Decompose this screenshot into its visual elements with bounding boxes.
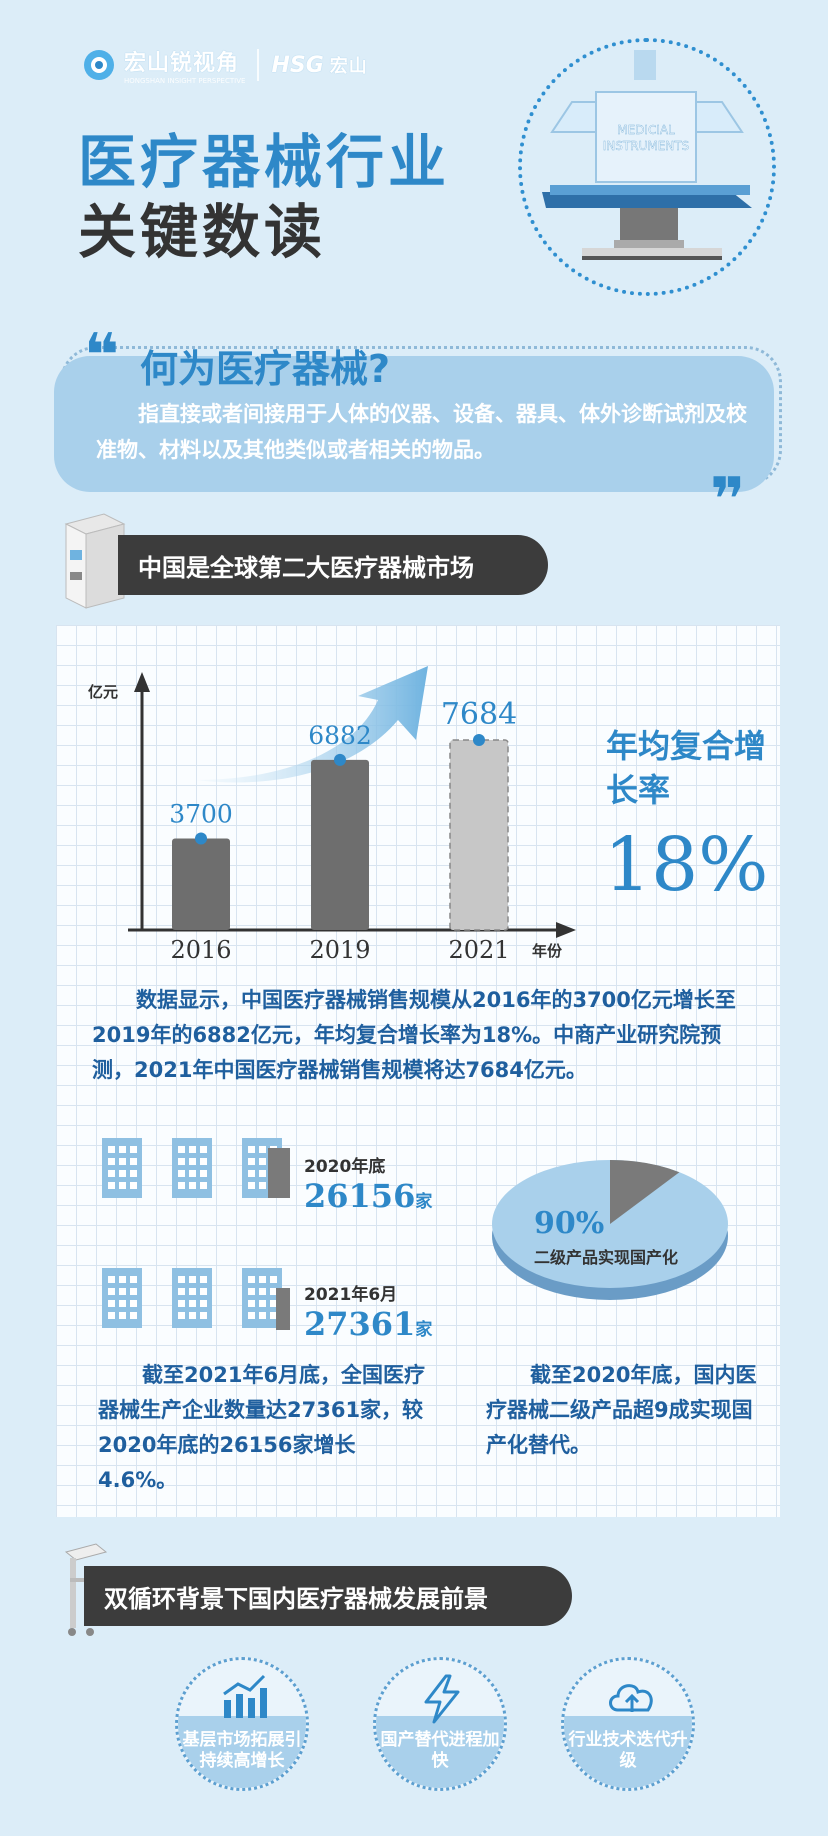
svg-text:INSTRUMENTS: INSTRUMENTS <box>603 139 689 153</box>
building-icon <box>102 1268 142 1328</box>
stat-2021: 2021年6月 27361家 <box>304 1280 432 1343</box>
building-icon <box>172 1138 212 1198</box>
logo-mark-icon <box>84 50 114 80</box>
section1-banner: 中国是全球第二大医疗器械市场 <box>118 535 548 595</box>
bar-dot-2016 <box>195 832 207 845</box>
market-size-chart: 亿元 年份 3700 2016 6882 2019 7684 2021 <box>88 666 576 960</box>
quote-close-icon: ❞ <box>710 465 746 535</box>
bar-chart-icon <box>223 1674 267 1718</box>
lightning-icon <box>424 1674 460 1724</box>
bar-2016 <box>172 838 230 930</box>
pie-minor-slice <box>610 1160 680 1224</box>
building-icon <box>172 1268 212 1328</box>
stat-2020-number: 26156 <box>304 1177 416 1215</box>
page-title-line2: 关键数读 <box>78 198 327 266</box>
growth-arrow-icon <box>196 666 428 783</box>
pie-caption: 二级产品实现国产化 <box>534 1248 679 1267</box>
quote-open-icon: ❝ <box>84 321 120 391</box>
prospect-item-2-fill <box>376 1716 504 1788</box>
bar-2021 <box>449 739 509 931</box>
chart-description: 数据显示，中国医疗器械销售规模从2016年的3700亿元增长至2019年的688… <box>92 988 736 1082</box>
brand-hsg: HSG <box>271 52 324 78</box>
bar-value-2019: 6882 <box>308 721 372 750</box>
stat-2020-date: 2020年底 <box>304 1157 386 1177</box>
brand-subtitle: HONGSHAN INSIGHT PERSPECTIVE <box>124 77 246 85</box>
companies-description: 截至2021年6月底，全国医疗器械生产企业数量达27361家，较2020年底的2… <box>98 1363 426 1492</box>
stat-2020-unit: 家 <box>415 1192 433 1212</box>
section2-banner: 双循环背景下国内医疗器械发展前景 <box>84 1566 572 1626</box>
stat-2020: 2020年底 26156家 <box>304 1152 432 1215</box>
brand-name: 宏山锐视角 <box>124 51 240 76</box>
surgical-lamp-icon: MEDICIAL INSTRUMENTS <box>542 50 752 260</box>
bar-2019 <box>311 759 369 930</box>
prospect-item-3: 行业技术迭代升级 <box>561 1657 695 1791</box>
buildings-row-2020 <box>100 1134 292 1200</box>
y-axis-arrow-icon <box>134 672 150 692</box>
stat-2021-unit: 家 <box>415 1320 433 1340</box>
bar-value-2021: 7684 <box>441 697 517 732</box>
building-icon <box>242 1268 290 1330</box>
pie-percent-label: 90% <box>534 1206 605 1241</box>
page-title-line1: 医疗器械行业 <box>78 128 451 196</box>
building-icon <box>102 1138 142 1198</box>
illustration-text: MEDICIAL <box>617 123 675 137</box>
brand-block: 宏山锐视角 HONGSHAN INSIGHT PERSPECTIVE <box>118 45 245 85</box>
definition-text: 指直接或者间接用于人体的仪器、设备、器具、体外诊断试剂及校准物、材料以及其他类似… <box>96 402 747 462</box>
prospect-item-1: 基层市场拓展引持续高增长 <box>175 1657 309 1791</box>
shelf-device-icon <box>64 513 126 609</box>
stat-2021-date: 2021年6月 <box>304 1285 398 1305</box>
definition-title: 何为医疗器械? <box>140 347 391 391</box>
prospect-item-3-label: 行业技术迭代升级 <box>568 1730 688 1771</box>
prospect-item-1-fill <box>178 1716 306 1788</box>
prospect-item-1-label: 基层市场拓展引持续高增长 <box>182 1730 302 1771</box>
prospect-item-2: 国产替代进程加快 <box>373 1657 507 1791</box>
grid-card <box>56 625 780 1517</box>
x-axis-arrow-icon <box>556 922 576 938</box>
bar-value-2016: 3700 <box>169 800 233 829</box>
prospect-item-2-label: 国产替代进程加快 <box>380 1730 500 1771</box>
prospect-item-3-fill <box>564 1716 692 1788</box>
medical-instrument-illustration: MEDICIAL INSTRUMENTS <box>518 38 776 296</box>
definition-box <box>54 356 774 492</box>
logo-area: 宏山锐视角 HONGSHAN INSIGHT PERSPECTIVE HSG 宏… <box>80 40 420 90</box>
x-tick-2016: 2016 <box>170 936 231 960</box>
x-tick-2019: 2019 <box>309 936 370 960</box>
cagr-label: 年均复合增长率 <box>606 727 767 809</box>
building-icon <box>242 1138 290 1198</box>
bar-dot-2019 <box>334 753 346 766</box>
buildings-row-2021 <box>100 1264 292 1330</box>
x-axis-label: 年份 <box>532 942 563 960</box>
bar-dot-2021 <box>473 734 485 746</box>
cloud-upload-icon <box>609 1684 653 1712</box>
cagr-value: 18% <box>604 822 769 908</box>
y-axis-label: 亿元 <box>88 683 118 701</box>
logo-divider <box>257 49 260 81</box>
stat-2021-number: 27361 <box>304 1305 416 1343</box>
brand-hsg-cn: 宏山 <box>329 56 368 77</box>
domestic-description: 截至2020年底，国内医疗器械二级产品超9成实现国产化替代。 <box>486 1363 757 1457</box>
x-tick-2021: 2021 <box>448 936 509 960</box>
domestic-pie-chart <box>492 1160 728 1300</box>
